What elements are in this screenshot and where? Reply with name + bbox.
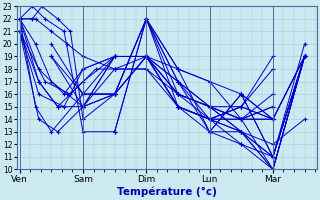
X-axis label: Température (°c): Température (°c)	[117, 187, 217, 197]
